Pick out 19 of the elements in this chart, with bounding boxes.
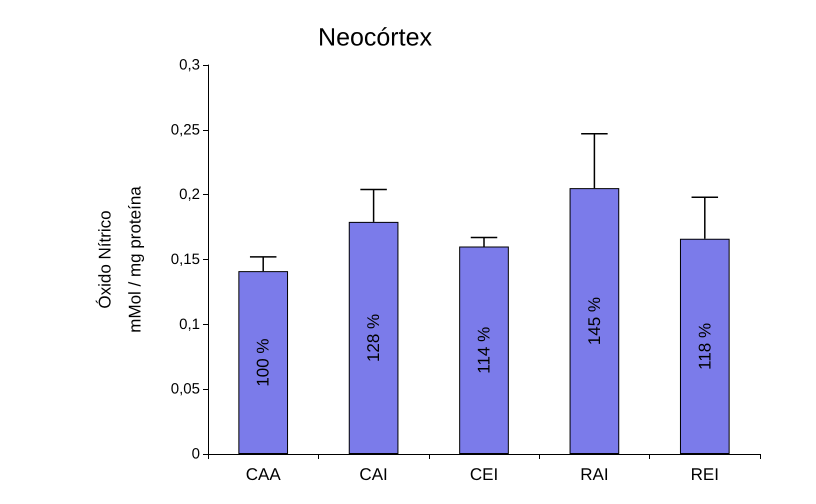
- annotation: 145 %: [584, 296, 604, 346]
- y-tick-label: 0,15: [170, 251, 200, 268]
- y-tick-label: 0,1: [179, 316, 200, 333]
- y-tick-label: 0,3: [179, 56, 200, 74]
- x-tick-label: CEI: [470, 465, 498, 484]
- x-tick-label: CAA: [246, 465, 282, 484]
- annotation: 118 %: [695, 322, 714, 370]
- chart-title: Neocórtex: [318, 24, 432, 52]
- annotation: 128 %: [364, 314, 384, 362]
- x-tick-label: REI: [690, 465, 719, 484]
- y-tick-label: 0,25: [170, 121, 200, 138]
- x-tick-label: CAI: [359, 465, 388, 484]
- annotation: 100 %: [254, 338, 273, 387]
- y-axis-title: Óxido Nítrico mMol / mg proteína: [96, 186, 144, 333]
- annotation: 114 %: [474, 326, 494, 374]
- x-tick-label: RAI: [580, 465, 609, 484]
- y-tick-label: 0,05: [170, 380, 200, 398]
- y-tick-label: 0: [192, 446, 200, 462]
- y-tick-label: 0,2: [179, 186, 200, 204]
